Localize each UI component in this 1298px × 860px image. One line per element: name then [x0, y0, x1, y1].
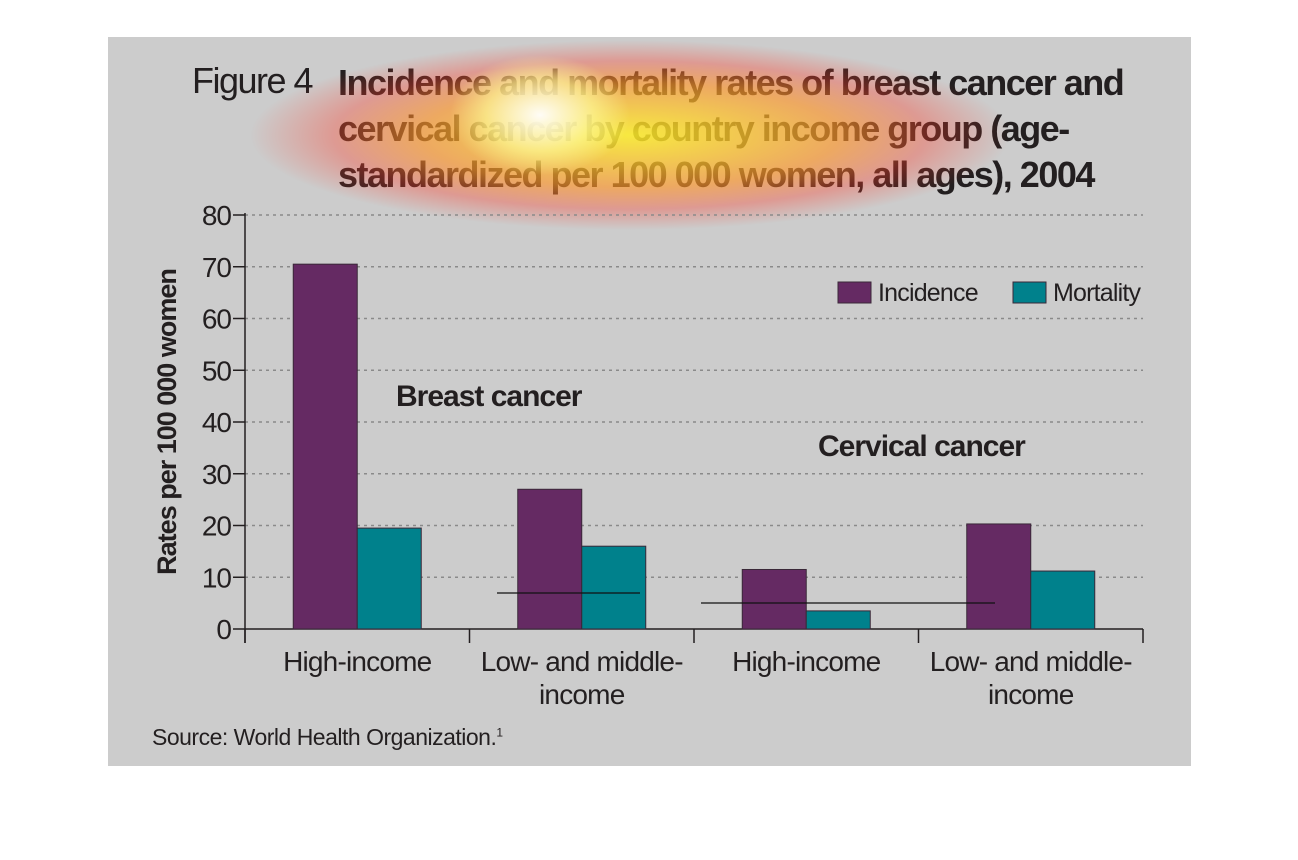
bar-mortality: [581, 545, 647, 630]
x-tick-label: Low- and middle-: [481, 646, 683, 677]
group-label-cervical-cancer: Cervical cancer: [818, 430, 1026, 463]
y-tick-label: 80: [202, 200, 232, 231]
legend-swatch-mortality: [1012, 281, 1047, 304]
y-tick-label: 60: [202, 304, 232, 335]
x-tick-label: Low- and middle-: [930, 646, 1132, 677]
bar-mortality: [1030, 570, 1096, 630]
x-tick-label: High-income: [732, 646, 881, 677]
x-tick-label: High-income: [283, 646, 432, 677]
y-tick-label: 70: [202, 252, 232, 283]
x-tick-label: income: [539, 679, 625, 710]
y-tick-label: 0: [216, 614, 231, 645]
bar-incidence: [966, 523, 1032, 630]
source-text: Source: World Health Organization.: [152, 724, 497, 750]
x-tick-label: income: [988, 679, 1074, 710]
legend-label: Mortality: [1053, 279, 1142, 307]
y-tick-label: 10: [202, 562, 232, 593]
legend-label: Incidence: [878, 279, 978, 307]
y-tick-label: 40: [202, 407, 232, 438]
group-label-breast-cancer: Breast cancer: [396, 380, 583, 413]
bar-incidence: [517, 488, 583, 630]
bar-incidence: [741, 568, 807, 630]
source-footnote: 1: [496, 725, 503, 740]
bar-mortality: [356, 527, 422, 630]
bar-mortality: [805, 610, 871, 630]
y-tick-label: 30: [202, 459, 232, 490]
y-tick-label: 20: [202, 511, 232, 542]
y-tick-label: 50: [202, 355, 232, 386]
legend-swatch-incidence: [837, 281, 872, 304]
y-axis-label: Rates per 100 000 women: [152, 269, 182, 575]
bar-incidence: [292, 263, 358, 630]
source-note: Source: World Health Organization.1: [152, 724, 503, 751]
